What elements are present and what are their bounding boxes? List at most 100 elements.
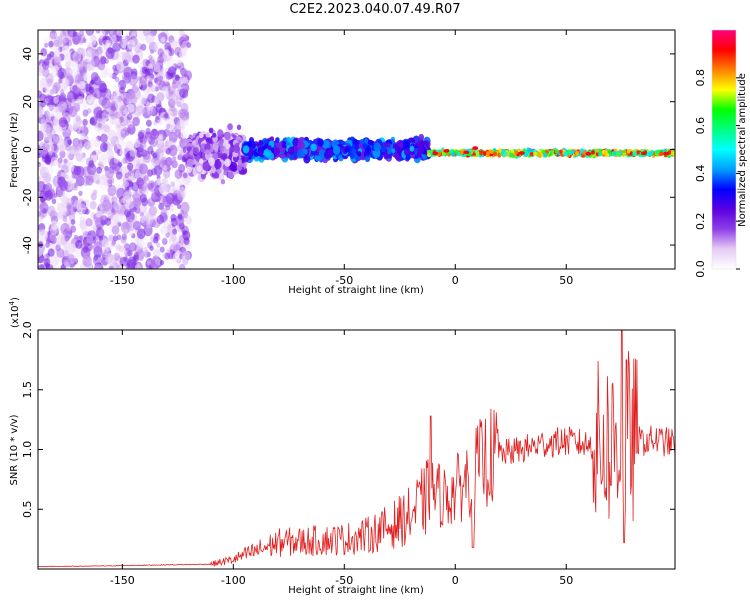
spectrogram-cell: [113, 50, 123, 63]
spectrogram-cell: [65, 61, 71, 69]
spectrogram-cell: [115, 243, 122, 252]
spectrogram-cell: [87, 124, 92, 130]
spectrogram-cell: [40, 122, 47, 132]
spectrogram-cell: [67, 253, 75, 262]
spectrogram-cell: [236, 124, 242, 131]
spectrogram-cell: [60, 222, 70, 235]
spectrogram-cell: [67, 243, 76, 254]
spectrogram-cell: [486, 150, 490, 156]
spectrogram-cell: [52, 81, 61, 92]
spectrogram-cell: [113, 200, 122, 211]
spectrogram-cell: [124, 181, 129, 188]
spectrogram-cell: [63, 158, 68, 164]
spectrogram-xtick-label: -50: [335, 274, 353, 287]
spectrogram-panel: -150 -100 -50 0 50 -40 -20 0 20 40 Height of stra…: [9, 29, 676, 296]
spectrogram-cell: [167, 66, 177, 77]
spectrogram-cell: [75, 239, 83, 249]
spectrogram-cell: [57, 67, 67, 80]
spectrogram-cell: [74, 150, 84, 162]
spectrogram-cell: [100, 142, 108, 153]
spectrogram-cell: [63, 54, 70, 62]
spectrogram-cell: [45, 264, 54, 269]
spectrogram-cell: [242, 145, 250, 154]
spectrogram-cell: [61, 45, 70, 56]
spectrogram-cell: [208, 127, 214, 134]
spectrogram-cell: [186, 42, 192, 48]
spectrogram-cell: [114, 208, 119, 215]
spectrogram-cell: [38, 181, 46, 193]
spectrogram-cell: [432, 151, 439, 156]
spectrogram-cell: [192, 140, 197, 146]
spectrogram-cell: [192, 147, 199, 155]
spectrogram-cell: [526, 147, 531, 152]
spectrogram-cell: [38, 247, 43, 257]
colorbar-tick-label: 0.4: [694, 165, 707, 183]
spectrogram-cell: [275, 137, 280, 143]
spectrogram-cell: [115, 171, 123, 180]
spectrogram-cell: [160, 208, 167, 216]
spectrogram-cell: [101, 238, 110, 249]
spectrogram-cell: [59, 150, 66, 159]
snr-xtick-label: 0: [452, 574, 459, 587]
spectrogram-cell: [236, 164, 243, 172]
spectrogram-cell: [214, 160, 222, 170]
spectrogram-cell: [90, 72, 99, 82]
spectrogram-cell: [70, 149, 75, 155]
spectrogram-cell: [409, 145, 415, 152]
spectrogram-cell: [123, 73, 132, 84]
spectrogram-cell: [50, 254, 60, 267]
spectrogram-cell: [493, 151, 498, 157]
spectrogram-cell: [79, 235, 84, 241]
spectrogram-cell: [138, 254, 144, 262]
spectrogram-cell: [138, 131, 145, 140]
spectrogram-cell: [41, 67, 50, 78]
spectrogram-cell: [205, 132, 211, 138]
spectrogram-cell: [163, 165, 168, 171]
spectrogram-cell: [317, 138, 324, 147]
spectrogram-cell: [157, 55, 165, 64]
spectrogram-cell: [53, 56, 62, 67]
spectrogram-cell: [383, 153, 389, 160]
spectrogram-cell: [147, 63, 153, 70]
spectrogram-cell: [47, 248, 55, 257]
spectrogram-cell: [129, 218, 135, 225]
spectrogram-cell: [141, 149, 148, 158]
spectrogram-cell: [164, 49, 170, 56]
spectrogram-cell: [131, 30, 138, 36]
spectrogram-cell: [140, 43, 147, 51]
spectrogram-cell: [71, 99, 76, 105]
spectrogram-cell: [350, 153, 355, 160]
spectrogram-cell: [356, 151, 362, 157]
spectrogram-cell: [112, 42, 121, 53]
spectrogram-cell: [50, 220, 59, 231]
spectrogram-cell: [106, 144, 113, 152]
spectrogram-cell: [463, 150, 470, 155]
spectrogram-cell: [220, 179, 226, 185]
spectrogram-cell: [332, 145, 341, 155]
spectrogram-cell: [585, 152, 592, 156]
spectrogram-cell: [288, 154, 294, 161]
spectrogram-cell: [109, 30, 119, 37]
spectrogram-cell: [123, 108, 128, 115]
spectrogram-cell: [88, 35, 97, 46]
spectrogram-cell: [402, 140, 411, 151]
spectrogram-cell: [38, 230, 49, 242]
spectrogram-cell: [136, 106, 142, 114]
spectrogram-cell: [422, 154, 428, 160]
spectrogram-cell: [57, 157, 63, 164]
spectrogram-cell: [51, 198, 57, 205]
spectrogram-cell: [42, 172, 52, 184]
spectrogram-cell: [114, 109, 122, 119]
spectrogram-cell: [139, 215, 146, 223]
spectrogram-cell: [78, 190, 83, 196]
spectrogram-cell: [116, 30, 123, 37]
spectrogram-cell: [170, 181, 175, 188]
spectrogram-cell: [58, 101, 68, 113]
snr-xlabel: Height of straight line (km): [288, 585, 424, 596]
snr-xtick-label: -100: [221, 574, 246, 587]
spectrogram-cell: [127, 103, 135, 113]
spectrogram-cell: [178, 163, 186, 173]
spectrogram-cell: [72, 51, 82, 62]
spectrogram-cell: [131, 181, 140, 192]
spectrogram-cell: [92, 189, 98, 196]
